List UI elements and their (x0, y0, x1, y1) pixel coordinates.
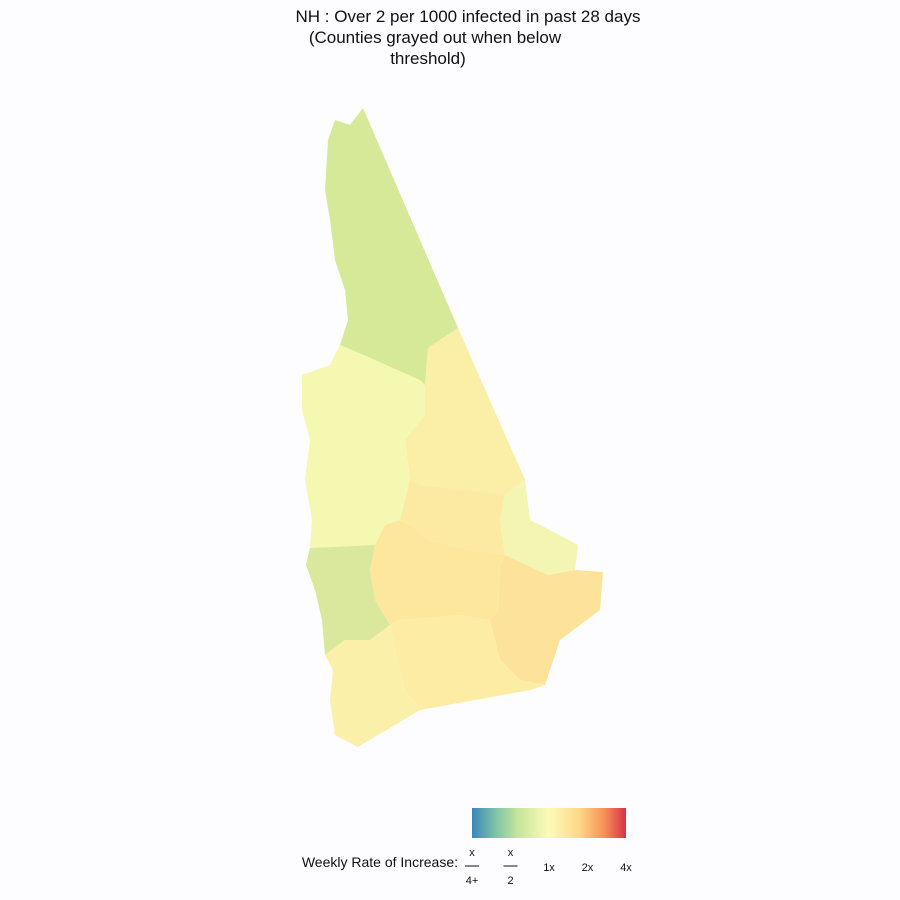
county-strafford (500, 480, 578, 575)
tick-denominator: 4+ (466, 875, 479, 887)
title-line: (Counties grayed out when below (309, 28, 562, 47)
county-grafton (302, 345, 425, 548)
county-rockingham (490, 555, 603, 685)
tick-label: 1x (543, 862, 555, 874)
counties (302, 108, 603, 747)
legend-label: Weekly Rate of Increase: (302, 854, 458, 870)
tick-denominator: 2 (507, 875, 513, 887)
county-sullivan (306, 545, 390, 655)
title-line: NH : Over 2 per 1000 infected in past 28… (296, 7, 641, 26)
county-coos (325, 108, 458, 385)
tick-numerator: x (508, 847, 514, 859)
tick-label: 4x (620, 862, 632, 874)
county-merrimack (370, 520, 505, 625)
county-carroll (405, 328, 525, 495)
legend-ticks: x 4+ x 2 1x 2x 4x (465, 847, 632, 887)
county-belknap (400, 480, 505, 555)
tick-numerator: x (469, 847, 475, 859)
tick-label: 2x (582, 862, 594, 874)
legend-colorbar (472, 808, 626, 838)
county-cheshire (325, 625, 420, 747)
county-hillsborough (390, 615, 545, 710)
title-line: threshold) (390, 49, 466, 68)
